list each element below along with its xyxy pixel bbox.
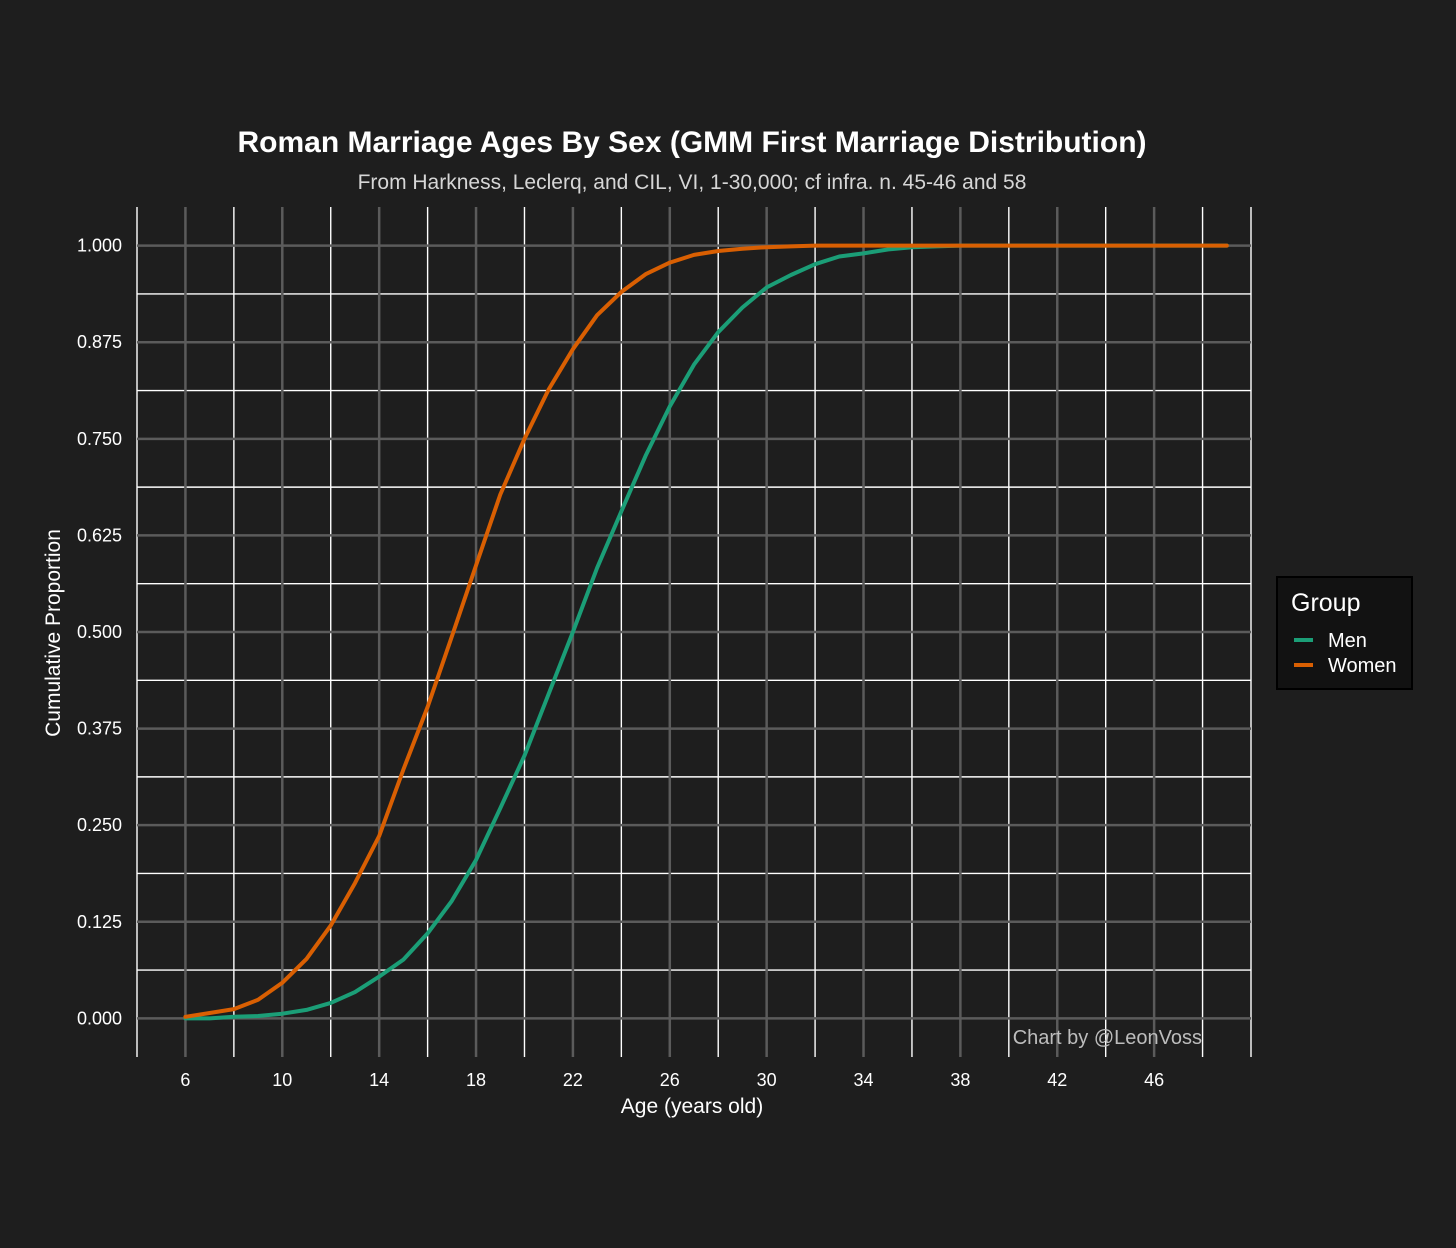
y-axis-label: Cumulative Proportion [42, 529, 65, 737]
x-tick-label: 42 [1047, 1070, 1067, 1090]
major-gridlines [137, 207, 1251, 1057]
y-tick-label: 0.250 [77, 815, 122, 835]
y-axis-tick-labels: 0.000 0.125 0.250 0.375 0.500 0.625 0.750 0.875… [77, 236, 122, 1029]
y-tick-label: 0.750 [77, 429, 122, 449]
legend-box [1276, 576, 1413, 690]
chart-subtitle: From Harkness, Leclerq, and CIL, VI, 1-3… [358, 171, 1027, 194]
chart-title: Roman Marriage Ages By Sex (GMM First Ma… [237, 126, 1146, 159]
legend-label-women: Women [1328, 655, 1397, 677]
x-tick-label: 22 [563, 1070, 583, 1090]
x-tick-label: 30 [757, 1070, 777, 1090]
series-lines [183, 243, 1229, 1021]
series-line-women [183, 243, 1229, 1019]
x-tick-label: 18 [466, 1070, 486, 1090]
y-tick-label: 0.500 [77, 622, 122, 642]
x-axis-label: Age (years old) [621, 1095, 763, 1118]
x-tick-label: 14 [369, 1070, 389, 1090]
y-tick-label: 1.000 [77, 236, 122, 256]
x-axis-tick-labels: 6 10 14 18 22 26 30 34 38 42 46 [180, 1070, 1164, 1090]
x-tick-label: 46 [1144, 1070, 1164, 1090]
y-tick-label: 0.625 [77, 525, 122, 545]
legend: Group Men Women [1276, 576, 1413, 690]
y-tick-label: 0.375 [77, 719, 122, 739]
y-tick-label: 0.125 [77, 912, 122, 932]
legend-label-men: Men [1328, 630, 1367, 652]
chart-caption: Chart by @LeonVoss [1013, 1027, 1202, 1049]
y-tick-label: 0.000 [77, 1008, 122, 1028]
y-tick-label: 0.875 [77, 332, 122, 352]
x-tick-label: 26 [660, 1070, 680, 1090]
legend-title: Group [1291, 589, 1360, 617]
x-tick-label: 38 [950, 1070, 970, 1090]
x-tick-label: 10 [272, 1070, 292, 1090]
x-tick-label: 6 [180, 1070, 190, 1090]
x-tick-label: 34 [854, 1070, 874, 1090]
